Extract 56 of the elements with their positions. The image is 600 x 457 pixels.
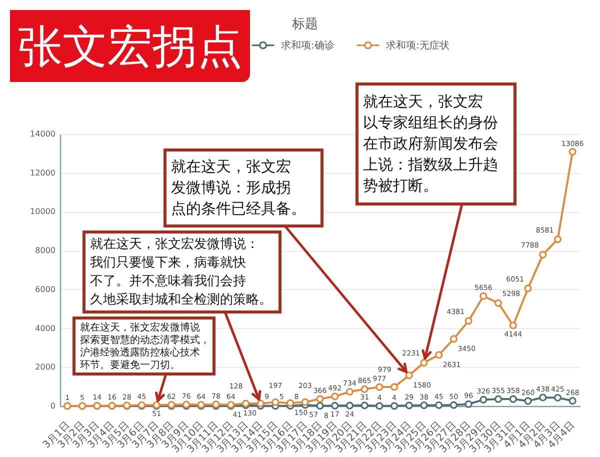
point: [405, 372, 413, 380]
point: [480, 292, 488, 300]
point: [360, 402, 368, 410]
point: [286, 399, 294, 407]
legend-label: 求和项:确诊: [281, 39, 334, 52]
point: [435, 401, 443, 409]
y-tick-label: 4000: [35, 324, 56, 333]
point: [435, 351, 443, 359]
point: [450, 335, 458, 343]
point: [480, 396, 488, 404]
point: [346, 402, 354, 410]
point: [524, 284, 532, 292]
point: [539, 394, 547, 402]
point: [390, 383, 398, 391]
point: [256, 400, 264, 408]
point: [568, 148, 576, 156]
legend-label: 求和项:无症状: [386, 39, 450, 52]
point: [316, 395, 324, 403]
point: [464, 400, 472, 408]
y-tick-label: 14000: [30, 130, 56, 138]
point: [331, 402, 339, 410]
point: [376, 383, 384, 391]
annotation: 就在这天，张文宏以专家组组长的身份在市政府新闻发布会上说：指数级上升趋势被打断。: [363, 92, 498, 194]
point: [390, 402, 398, 410]
annotation: 就在这天，张文宏发微博说：我们只要慢下来，病毒就快不了。并不意味着我们会持久地采取封城和全检测的策略。: [90, 236, 272, 308]
point: [301, 398, 309, 406]
y-tick-label: 8000: [35, 246, 56, 256]
point: [272, 398, 280, 406]
point: [450, 401, 458, 409]
point: [539, 250, 547, 258]
y-tick-label: 6000: [35, 284, 56, 294]
point: [554, 394, 562, 402]
point: [376, 402, 384, 410]
y-tick-label: 2000: [35, 362, 56, 372]
point: [494, 395, 502, 403]
point: [405, 402, 413, 410]
annotation: 就在这天，张文宏发微博说探索更智慧的动态清零模式，沪港经验透露防控核心技术环节。要避免一刀切。: [80, 321, 210, 371]
point: [509, 395, 517, 403]
point: [464, 317, 472, 325]
point: [524, 397, 532, 405]
point: [554, 235, 562, 244]
point: [331, 392, 339, 400]
point: [509, 322, 517, 330]
point: [360, 385, 368, 393]
point: [346, 388, 354, 396]
point: [316, 402, 324, 410]
point: [420, 401, 428, 410]
y-tick-label: 12000: [30, 168, 56, 178]
y-tick-label: 10000: [30, 207, 56, 216]
point: [420, 358, 428, 366]
text: 张文宏拐点: [18, 20, 242, 73]
point: [494, 299, 502, 307]
chart-title: 标题: [291, 17, 318, 32]
y-tick-label: 0: [50, 402, 56, 410]
annotation: 就在这天，张文宏发微博说：形成拐点的条件已经具备。: [171, 158, 306, 218]
point: [568, 397, 576, 405]
